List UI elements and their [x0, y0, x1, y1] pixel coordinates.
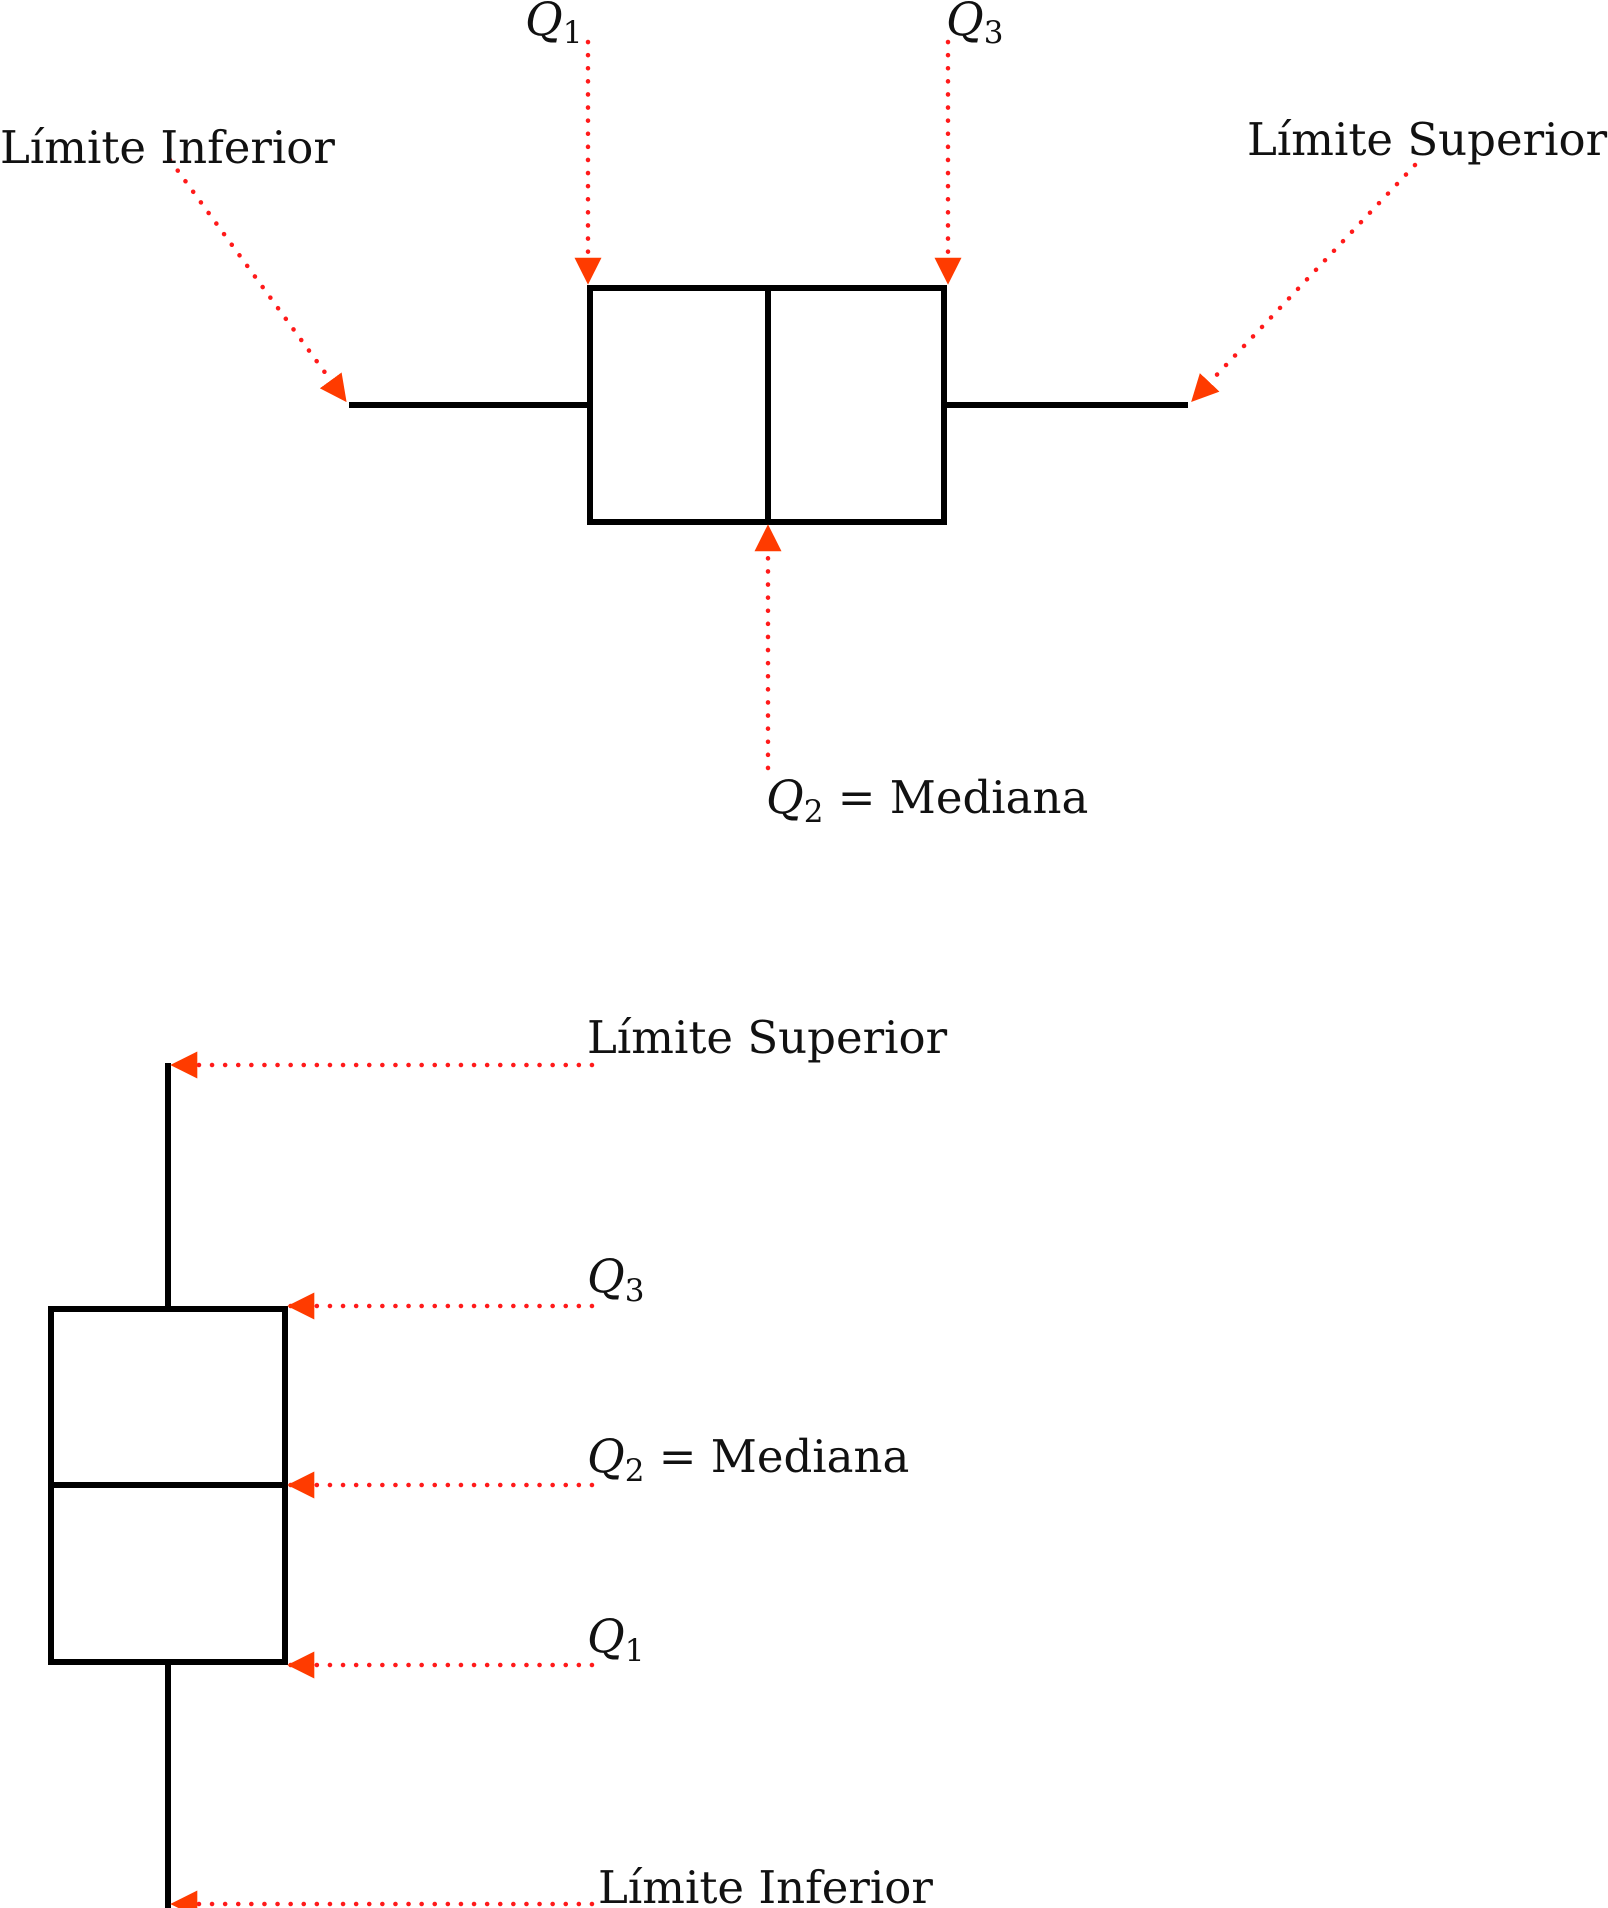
horizontal-median-symbol: Q: [766, 770, 804, 824]
horizontal-q1-index: 1: [563, 15, 583, 51]
vertical-q3-label: Q3: [587, 1249, 644, 1309]
horizontal-q1-label: Q1: [525, 0, 582, 51]
vertical-q1-label: Q1: [587, 1609, 644, 1669]
vertical-q1-symbol: Q: [587, 1609, 625, 1663]
vertical-lower-limit-label: Límite Inferior: [598, 1861, 933, 1908]
horizontal-median-index: 2: [804, 794, 824, 830]
horizontal-upper-limit-arrow: [1190, 162, 1418, 403]
horizontal-q3-index: 3: [984, 15, 1004, 51]
vertical-median-index: 2: [625, 1453, 645, 1489]
vertical-q1-index: 1: [625, 1633, 645, 1669]
vertical-boxplot: Límite Superior Q3 Q2 = Mediana Q1 Límit…: [48, 1011, 948, 1908]
horizontal-q3-label: Q3: [946, 0, 1003, 51]
vertical-q3-symbol: Q: [587, 1249, 625, 1303]
horizontal-boxplot: Límite Inferior Límite Superior Q1 Q3 Q2…: [0, 0, 1608, 830]
horizontal-q1-symbol: Q: [525, 0, 563, 46]
horizontal-upper-limit-label: Límite Superior: [1247, 113, 1608, 166]
vertical-median-suffix: = Mediana: [644, 1430, 909, 1483]
vertical-q3-index: 3: [625, 1273, 645, 1309]
horizontal-lower-limit-arrow: [167, 157, 348, 403]
horizontal-lower-limit-label: Límite Inferior: [0, 121, 335, 174]
horizontal-median-suffix: = Mediana: [823, 771, 1088, 824]
horizontal-median-label: Q2 = Mediana: [766, 770, 1088, 830]
vertical-upper-limit-label: Límite Superior: [587, 1011, 948, 1064]
vertical-median-symbol: Q: [587, 1429, 625, 1483]
vertical-median-label: Q2 = Mediana: [587, 1429, 909, 1489]
horizontal-q3-symbol: Q: [946, 0, 984, 46]
